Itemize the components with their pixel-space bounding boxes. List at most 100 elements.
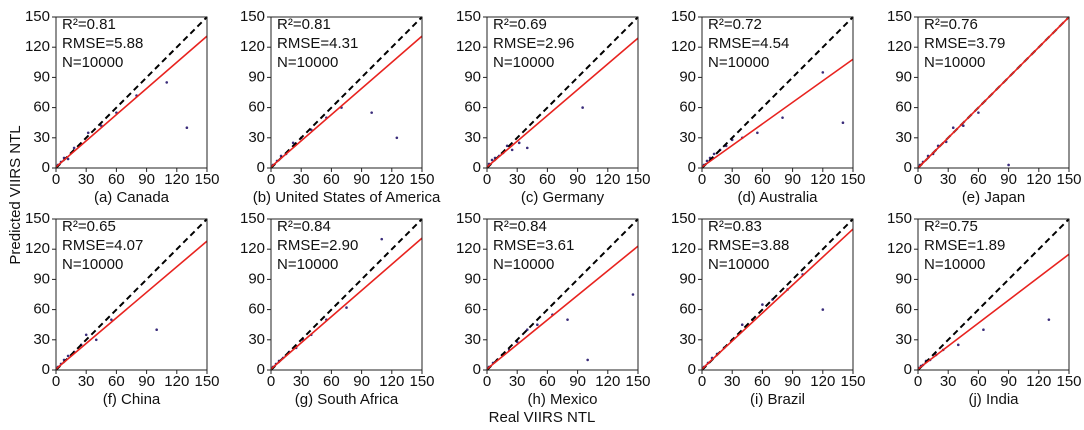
y-tick-label: 90	[33, 68, 50, 85]
point	[962, 124, 965, 128]
plot-frame	[55, 218, 208, 371]
point	[72, 146, 76, 150]
x-tick-label: 150	[840, 171, 865, 188]
y-tick-label: 30	[895, 129, 912, 146]
fit-line	[270, 35, 423, 168]
annotation: RMSE=2.96	[493, 35, 574, 52]
point	[1007, 163, 1010, 167]
panel-title: (d) Australia	[737, 189, 818, 206]
y-tick-label: 120	[671, 38, 696, 55]
identity-line	[486, 16, 639, 169]
point	[525, 146, 529, 150]
y-tick-label: 150	[456, 210, 481, 227]
plot-frame	[701, 218, 854, 371]
x-tick-label: 150	[625, 373, 650, 390]
x-tick-label: 0	[267, 171, 275, 188]
plot-frame	[486, 218, 639, 371]
point	[781, 116, 784, 119]
annotation: R²=0.75	[924, 218, 978, 235]
y-tick-label: 30	[679, 331, 696, 348]
point	[110, 318, 113, 321]
annotation: RMSE=1.89	[924, 237, 1005, 254]
identity-line	[917, 218, 1070, 371]
x-tick-label: 120	[810, 171, 835, 188]
y-tick-label: 0	[688, 159, 696, 176]
x-tick-label: 120	[164, 171, 189, 188]
y-tick-label: 30	[33, 129, 50, 146]
point	[631, 293, 635, 296]
point	[395, 136, 399, 140]
x-tick-label: 0	[914, 373, 922, 390]
y-tick-label: 0	[257, 159, 265, 176]
point	[291, 141, 295, 145]
x-tick-label: 0	[267, 373, 275, 390]
fit-line	[917, 16, 1070, 169]
y-tick-label: 120	[887, 240, 912, 257]
point	[505, 144, 509, 148]
point	[712, 152, 716, 156]
annotation: R²=0.83	[708, 218, 762, 235]
y-tick-label: 150	[887, 8, 912, 25]
y-tick-label: 60	[33, 99, 50, 116]
point	[155, 328, 158, 332]
point	[761, 303, 764, 306]
x-tick-label: 60	[754, 373, 771, 390]
annotation: N=10000	[924, 256, 985, 273]
fit-line	[270, 237, 423, 370]
y-tick-label: 120	[25, 240, 50, 257]
x-tick-label: 90	[569, 171, 586, 188]
x-tick-label: 120	[595, 373, 620, 390]
annotation: RMSE=4.31	[277, 35, 358, 52]
x-tick-label: 0	[914, 171, 922, 188]
panel-title: (i) Brazil	[750, 391, 805, 408]
y-tick-label: 120	[671, 240, 696, 257]
y-tick-label: 90	[464, 68, 481, 85]
plot-frame	[486, 16, 639, 169]
panel-title: (h) Mexico	[527, 391, 597, 408]
y-tick-label: 150	[671, 8, 696, 25]
identity-line	[270, 218, 423, 371]
identity-line	[486, 218, 639, 371]
y-tick-label: 0	[473, 159, 481, 176]
x-tick-label: 120	[595, 171, 620, 188]
y-tick-label: 90	[33, 270, 50, 287]
point	[84, 333, 88, 337]
point	[380, 237, 384, 241]
x-tick-label: 30	[78, 373, 95, 390]
annotation: N=10000	[708, 54, 769, 71]
x-tick-label: 90	[1000, 373, 1017, 390]
point	[756, 131, 759, 135]
point	[951, 126, 955, 130]
point	[536, 323, 539, 327]
y-tick-label: 150	[25, 8, 50, 25]
annotation: R²=0.72	[708, 16, 762, 33]
fit-line	[486, 245, 639, 370]
point	[821, 71, 825, 74]
y-tick-label: 90	[464, 270, 481, 287]
x-tick-label: 60	[970, 373, 987, 390]
annotation: N=10000	[62, 54, 123, 71]
y-tick-label: 30	[464, 129, 481, 146]
plot-frame	[917, 218, 1070, 371]
y-tick-label: 150	[240, 8, 265, 25]
x-tick-label: 120	[379, 171, 404, 188]
x-tick-label: 120	[1026, 171, 1051, 188]
fit-line	[701, 228, 854, 370]
annotation: RMSE=5.88	[62, 35, 143, 52]
point	[86, 131, 90, 135]
point	[185, 126, 189, 130]
y-tick-label: 60	[895, 301, 912, 318]
y-tick-label: 90	[895, 68, 912, 85]
x-tick-label: 60	[539, 373, 556, 390]
x-tick-label: 30	[509, 171, 526, 188]
identity-line	[270, 16, 423, 169]
annotation: R²=0.69	[493, 16, 547, 33]
y-tick-label: 30	[464, 331, 481, 348]
y-tick-label: 30	[33, 331, 50, 348]
x-tick-label: 0	[52, 171, 60, 188]
y-tick-label: 0	[688, 361, 696, 378]
x-tick-label: 60	[323, 171, 340, 188]
annotation: RMSE=4.07	[62, 237, 143, 254]
annotation: R²=0.65	[62, 218, 116, 235]
x-tick-label: 60	[108, 171, 125, 188]
